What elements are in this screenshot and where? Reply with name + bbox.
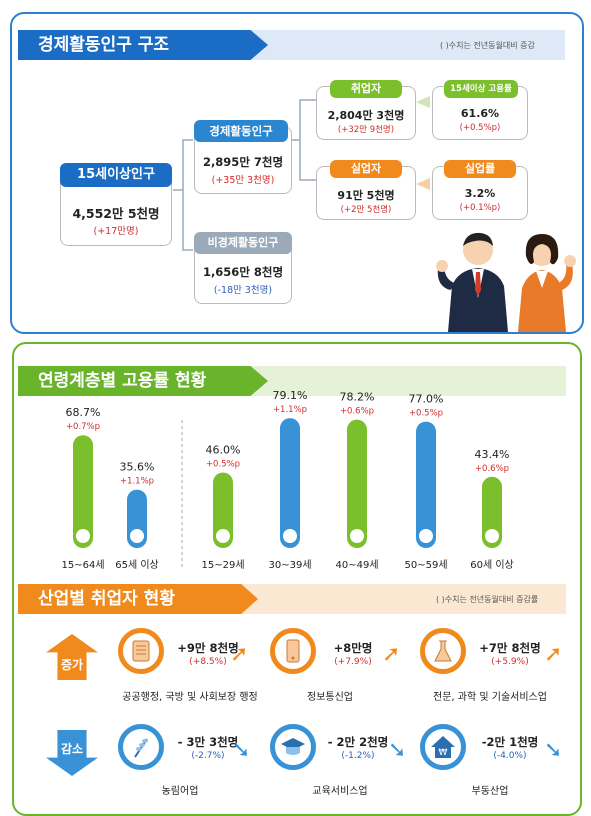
active-label: 경제활동인구: [194, 120, 288, 142]
bar-0: [73, 435, 93, 548]
industry-inc-3-change: (+5.9%): [491, 657, 529, 667]
bar-4: [347, 419, 367, 548]
bar-value-label-5: 77.0%: [409, 393, 444, 406]
inactive-change: (-18만 3천명): [213, 285, 273, 296]
pop15-label: 15세이상인구: [60, 163, 172, 187]
structure-connectors: [173, 96, 430, 251]
down-arrow-icon: ➘: [544, 738, 563, 763]
section1-title: 경제활동인구 구조: [18, 30, 268, 60]
up-arrow-icon: ➚: [230, 642, 249, 667]
employed-value: 2,804만 3천명: [327, 109, 405, 122]
category-label-4: 40~49세: [335, 559, 378, 571]
industry-dec-3-value: -2만 1천명: [481, 735, 539, 749]
industry-inc-2-value: +8만명: [333, 641, 373, 655]
industry-dec-3-change: (-4.0%): [493, 751, 527, 761]
industry-inc-1-value: +9만 8천명: [177, 641, 239, 655]
emp-rate-value: 61.6%: [460, 107, 500, 120]
section2-banner-bg: [250, 366, 566, 396]
unemployed-value: 91만 5천명: [337, 189, 395, 202]
industry-dec-2-change: (-1.2%): [341, 751, 375, 761]
decrease-label: 감소: [60, 742, 84, 756]
bar-change-label-5: +0.5%p: [409, 409, 443, 419]
section3-banner-bg: [240, 584, 566, 614]
industry-dec-2-value: - 2만 2천명: [327, 735, 389, 749]
document-icon: [216, 529, 230, 543]
business-people-illustration: [436, 232, 576, 332]
industry-inc-2-change: (+7.9%): [334, 657, 372, 667]
employed-change: (+32만 9천명): [337, 125, 395, 135]
unemp-rate-change: (+0.1%p): [459, 203, 501, 213]
unemployed-change: (+2만 5천명): [340, 205, 392, 215]
bar-value-label-3: 79.1%: [273, 389, 308, 402]
emp-rate-change: (+0.5%p): [459, 123, 501, 133]
unemployed-label: 실업자: [330, 160, 402, 178]
section1-banner-bg: [250, 30, 565, 60]
unemp-rate-value: 3.2%: [464, 187, 496, 200]
section1-note: ( )수치는 전년동월대비 증감: [440, 41, 535, 50]
category-label-1: 65세 이상: [115, 559, 159, 571]
bar-5: [416, 421, 436, 548]
bar-change-label-3: +1.1%p: [273, 405, 307, 415]
bar-3: [280, 418, 300, 548]
graduation-cap-icon: [270, 724, 316, 770]
document-icon: [283, 529, 297, 543]
pop15-change: (+17만명): [93, 226, 139, 237]
bar-value-label-6: 43.4%: [475, 448, 510, 461]
active-value: 2,895만 7천명: [202, 155, 284, 169]
down-arrow-icon: ➘: [232, 738, 251, 763]
house-won-icon: ₩: [420, 724, 466, 770]
document-icon: [419, 529, 433, 543]
bar-value-label-4: 78.2%: [340, 391, 375, 404]
bar-6: [482, 476, 502, 548]
industry-inc-2-name: 정보통신업: [307, 692, 353, 703]
industry-inc-3-value: +7만 8천명: [479, 641, 541, 655]
industry-dec-1-value: - 3만 3천명: [177, 735, 239, 749]
document-icon: [130, 529, 144, 543]
category-label-0: 15~64세: [61, 559, 104, 571]
inactive-value: 1,656만 8천명: [202, 265, 284, 279]
age-employment-chart: 68.7% +0.7%p 15~64세 35.6% +1.1%p 65세 이상 46.0% +…: [61, 389, 514, 571]
bar-change-label-6: +0.6%p: [475, 464, 509, 474]
emp-rate-label: 15세이상 고용률: [444, 80, 518, 98]
up-arrow-icon: ➚: [382, 642, 401, 667]
bar-change-label-1: +1.1%p: [120, 477, 154, 487]
phone-icon: [270, 628, 316, 674]
scroll-icon: [118, 628, 164, 674]
increase-label: 증가: [60, 658, 84, 672]
active-change: (+35만 3천명): [211, 175, 275, 186]
svg-text:₩: ₩: [439, 748, 448, 758]
document-icon: [485, 529, 499, 543]
inactive-label: 비경제활동인구: [194, 232, 292, 254]
bar-value-label-2: 46.0%: [206, 443, 241, 456]
industry-inc-1-change: (+8.5%): [189, 657, 227, 667]
bar-value-label-0: 68.7%: [66, 406, 101, 419]
section3-title: 산업별 취업자 현황: [18, 584, 258, 614]
industry-dec-3-name: 부동산업: [471, 786, 509, 797]
document-icon: [350, 529, 364, 543]
bar-value-label-1: 35.6%: [120, 461, 155, 474]
wheat-icon: [118, 724, 164, 770]
industry-inc-1-name: 공공행정, 국방 및 사회보장 행정: [122, 692, 258, 703]
document-icon: [76, 529, 90, 543]
category-label-5: 50~59세: [404, 559, 447, 571]
employed-label: 취업자: [330, 80, 402, 98]
bar-change-label-0: +0.7%p: [66, 422, 100, 432]
category-label-6: 60세 이상: [470, 559, 514, 571]
industry-dec-1-change: (-2.7%): [191, 751, 225, 761]
section2-title: 연령계층별 고용률 현황: [18, 366, 268, 396]
industry-dec-1-name: 농림어업: [161, 786, 199, 797]
industry-dec-2-name: 교육서비스업: [312, 786, 368, 797]
pop15-value: 4,552만 5천명: [72, 206, 160, 221]
category-label-2: 15~29세: [201, 559, 244, 571]
flask-icon: [420, 628, 466, 674]
up-arrow-icon: ➚: [544, 642, 563, 667]
section3-note: ( )수치는 전년동월대비 증감률: [436, 595, 539, 604]
bar-change-label-2: +0.5%p: [206, 459, 240, 469]
bar-change-label-4: +0.6%p: [340, 407, 374, 417]
industry-inc-3-name: 전문, 과학 및 기술서비스업: [433, 692, 547, 703]
unemp-rate-label: 실업률: [444, 160, 516, 178]
bar-2: [213, 472, 233, 548]
category-label-3: 30~39세: [268, 559, 311, 571]
down-arrow-icon: ➘: [388, 738, 407, 763]
